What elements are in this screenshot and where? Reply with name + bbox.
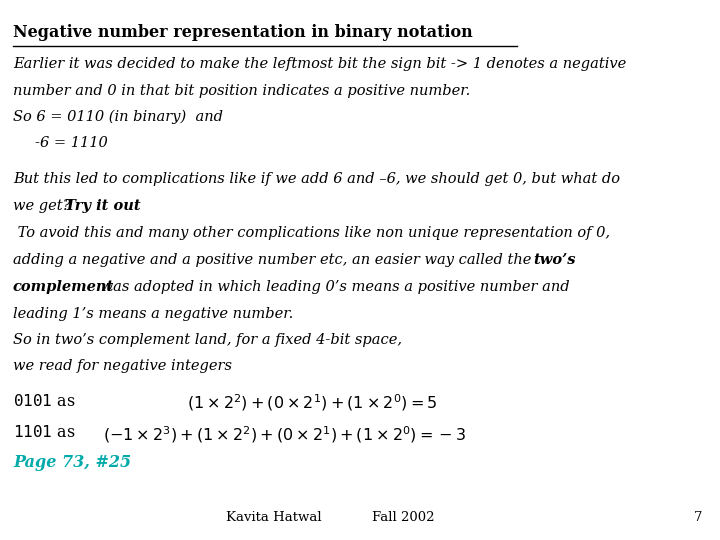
Text: we get?: we get?: [13, 199, 75, 213]
Text: $(-1\times2^{3})+(1\times2^{2})+(0\times2^{1})+(1\times2^{0})=-3$: $(-1\times2^{3})+(1\times2^{2})+(0\times…: [103, 424, 467, 444]
Text: adding a negative and a positive number etc, an easier way called the: adding a negative and a positive number …: [13, 253, 536, 267]
Text: number and 0 in that bit position indicates a positive number.: number and 0 in that bit position indica…: [13, 84, 470, 98]
Text: 7: 7: [694, 511, 703, 524]
Text: $\mathtt{0101}$ as: $\mathtt{0101}$ as: [13, 393, 76, 409]
Text: we read for negative integers: we read for negative integers: [13, 359, 232, 373]
Text: Fall 2002: Fall 2002: [372, 511, 434, 524]
Text: -6 = 1110: -6 = 1110: [35, 136, 107, 150]
Text: But this led to complications like if we add 6 and –6, we should get 0, but what: But this led to complications like if we…: [13, 172, 620, 186]
Text: Page 73, #25: Page 73, #25: [13, 454, 131, 470]
Text: $(1\times2^{2})+(0\times2^{1})+(1\times2^{0})=5$: $(1\times2^{2})+(0\times2^{1})+(1\times2…: [187, 393, 438, 413]
Text: complement: complement: [13, 280, 114, 294]
Text: So 6 = 0110 (in binary)  and: So 6 = 0110 (in binary) and: [13, 110, 223, 124]
Text: leading 1’s means a negative number.: leading 1’s means a negative number.: [13, 307, 293, 321]
Text: Kavita Hatwal: Kavita Hatwal: [226, 511, 321, 524]
Text: was adopted in which leading 0’s means a positive number and: was adopted in which leading 0’s means a…: [96, 280, 570, 294]
Text: two’s: two’s: [533, 253, 575, 267]
Text: To avoid this and many other complications like non unique representation of 0,: To avoid this and many other complicatio…: [13, 226, 610, 240]
Text: Earlier it was decided to make the leftmost bit the sign bit -> 1 denotes a nega: Earlier it was decided to make the leftm…: [13, 57, 626, 71]
Text: So in two’s complement land, for a fixed 4-bit space,: So in two’s complement land, for a fixed…: [13, 333, 402, 347]
Text: $\mathtt{1101}$ as: $\mathtt{1101}$ as: [13, 424, 76, 441]
Text: Negative number representation in binary notation: Negative number representation in binary…: [13, 24, 473, 41]
Text: Try it out: Try it out: [65, 199, 140, 213]
